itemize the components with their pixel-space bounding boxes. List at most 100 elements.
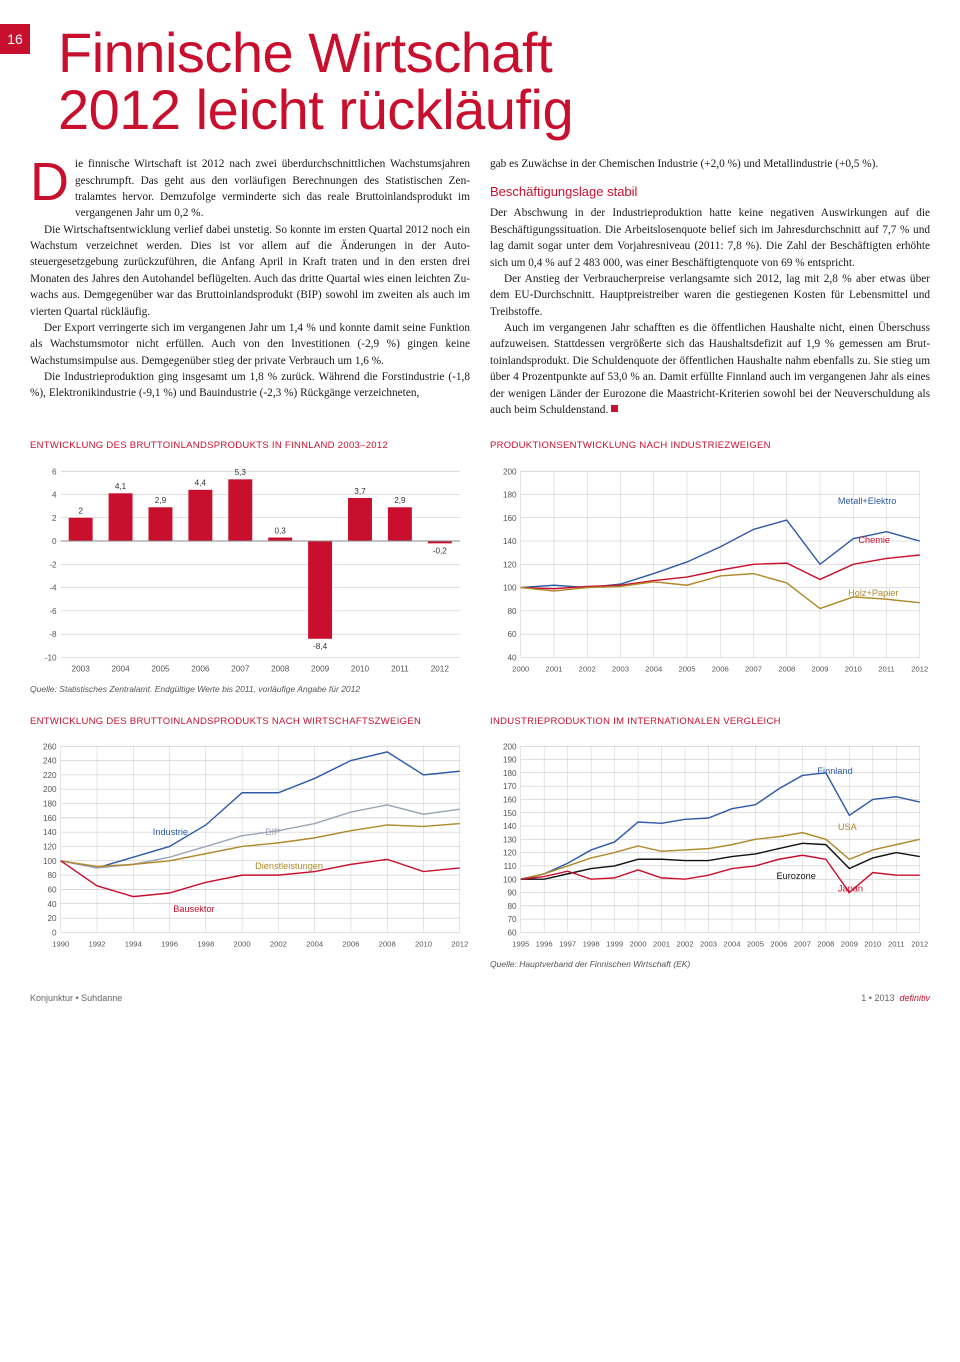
- svg-text:160: 160: [503, 513, 517, 522]
- paragraph: Die Industrieproduktion ging insgesamt u…: [30, 369, 470, 402]
- svg-text:100: 100: [503, 583, 517, 592]
- svg-text:20: 20: [48, 914, 58, 923]
- svg-text:180: 180: [503, 769, 517, 778]
- svg-text:0,3: 0,3: [274, 526, 286, 535]
- svg-text:2012: 2012: [911, 940, 928, 949]
- p1-text: ie finnische Wirtschaft ist 2012 nach zw…: [75, 158, 470, 219]
- paragraph: Die finnische Wirtschaft ist 2012 nach z…: [30, 156, 470, 222]
- svg-text:2009: 2009: [311, 664, 330, 673]
- svg-text:Industrie: Industrie: [153, 827, 188, 837]
- svg-text:70: 70: [508, 915, 518, 924]
- svg-text:180: 180: [503, 490, 517, 499]
- svg-text:2000: 2000: [234, 940, 251, 949]
- svg-text:180: 180: [43, 799, 57, 808]
- svg-text:2006: 2006: [770, 940, 787, 949]
- svg-text:-8,4: -8,4: [313, 642, 328, 651]
- svg-text:2010: 2010: [845, 664, 862, 673]
- chart2-title: PRODUKTIONSENTWICKLUNG NACH INDUSTRIEZWE…: [490, 440, 930, 452]
- svg-text:-10: -10: [45, 653, 57, 662]
- svg-text:40: 40: [508, 653, 518, 662]
- svg-text:2011: 2011: [888, 940, 904, 949]
- svg-text:2003: 2003: [72, 664, 91, 673]
- svg-text:2011: 2011: [391, 664, 409, 673]
- svg-text:60: 60: [508, 630, 518, 639]
- charts-row-1: ENTWICKLUNG DES BRUTTOINLANDSPRODUKTS IN…: [30, 440, 930, 693]
- svg-text:Japan: Japan: [838, 883, 863, 893]
- p-text: Auch im vergangenen Jahr schafften es di…: [490, 322, 930, 416]
- svg-text:130: 130: [503, 835, 517, 844]
- svg-text:2003: 2003: [612, 664, 629, 673]
- svg-text:190: 190: [503, 755, 517, 764]
- paragraph: Die Wirtschaftsentwicklung verlief dabei…: [30, 222, 470, 320]
- svg-text:2008: 2008: [271, 664, 290, 673]
- svg-text:2010: 2010: [351, 664, 370, 673]
- dropcap: D: [30, 160, 69, 206]
- svg-text:2012: 2012: [431, 664, 450, 673]
- svg-text:2011: 2011: [878, 664, 894, 673]
- svg-text:2004: 2004: [111, 664, 130, 673]
- svg-text:4,4: 4,4: [195, 478, 207, 487]
- svg-text:Eurozone: Eurozone: [777, 871, 816, 881]
- chart2-container: PRODUKTIONSENTWICKLUNG NACH INDUSTRIEZWE…: [490, 440, 930, 693]
- svg-text:110: 110: [504, 862, 517, 871]
- paragraph: Der Abschwung in der Industrieproduktion…: [490, 205, 930, 271]
- svg-text:2008: 2008: [379, 940, 396, 949]
- svg-text:2003: 2003: [700, 940, 717, 949]
- svg-text:40: 40: [48, 900, 58, 909]
- title-line2: 2012 leicht rückläufig: [58, 78, 573, 141]
- chart2-svg: 4060801001201401601802002000200120022003…: [490, 463, 930, 678]
- svg-text:100: 100: [503, 875, 517, 884]
- svg-text:200: 200: [503, 467, 517, 476]
- svg-text:2001: 2001: [545, 664, 562, 673]
- svg-text:60: 60: [48, 885, 58, 894]
- subheading: Beschäftigungslage stabil: [490, 183, 930, 202]
- svg-text:6: 6: [52, 467, 57, 476]
- svg-text:140: 140: [503, 537, 517, 546]
- svg-text:USA: USA: [838, 822, 858, 832]
- svg-text:220: 220: [43, 771, 57, 780]
- svg-text:2002: 2002: [270, 940, 287, 949]
- svg-text:1990: 1990: [52, 940, 69, 949]
- footer-left: Konjunktur • Suhdanne: [30, 993, 122, 1003]
- svg-text:2001: 2001: [653, 940, 670, 949]
- svg-text:-2: -2: [49, 560, 57, 569]
- footer-magazine: definitiv: [899, 993, 930, 1003]
- svg-text:4,1: 4,1: [115, 482, 127, 491]
- column-left: Die finnische Wirtschaft ist 2012 nach z…: [30, 156, 470, 418]
- svg-text:1999: 1999: [606, 940, 623, 949]
- svg-text:1996: 1996: [161, 940, 178, 949]
- svg-text:2007: 2007: [794, 940, 811, 949]
- chart1-svg: -10-8-6-4-20246220034,120042,920054,4200…: [30, 463, 470, 678]
- svg-text:240: 240: [43, 756, 57, 765]
- svg-text:2004: 2004: [645, 664, 663, 673]
- svg-text:120: 120: [503, 849, 517, 858]
- svg-text:4: 4: [52, 490, 57, 499]
- svg-text:2007: 2007: [231, 664, 250, 673]
- column-right: gab es Zuwächse in der Chemischen Indust…: [490, 156, 930, 418]
- svg-text:150: 150: [503, 809, 517, 818]
- svg-text:1998: 1998: [197, 940, 214, 949]
- svg-text:120: 120: [503, 560, 517, 569]
- paragraph: Auch im vergangenen Jahr schafften es di…: [490, 320, 930, 418]
- page-footer: Konjunktur • Suhdanne 1 • 2013 definitiv: [30, 993, 930, 1003]
- svg-text:2004: 2004: [723, 940, 741, 949]
- svg-text:2008: 2008: [817, 940, 834, 949]
- svg-text:140: 140: [43, 828, 57, 837]
- svg-text:2000: 2000: [512, 664, 529, 673]
- svg-text:80: 80: [508, 607, 518, 616]
- svg-text:2012: 2012: [911, 664, 928, 673]
- svg-text:2: 2: [52, 513, 57, 522]
- svg-text:1994: 1994: [125, 940, 143, 949]
- footer-issue: 1 • 2013: [861, 993, 894, 1003]
- svg-text:1992: 1992: [88, 940, 105, 949]
- paragraph: Der Export verringerte sich im vergangen…: [30, 320, 470, 369]
- svg-text:1995: 1995: [512, 940, 529, 949]
- svg-text:200: 200: [503, 742, 517, 751]
- svg-text:Holz+Papier: Holz+Papier: [848, 588, 898, 598]
- svg-text:140: 140: [503, 822, 517, 831]
- svg-text:2005: 2005: [747, 940, 764, 949]
- title-line1: Finnische Wirtschaft: [58, 21, 552, 84]
- svg-text:3,7: 3,7: [354, 487, 366, 496]
- body-columns: Die finnische Wirtschaft ist 2012 nach z…: [30, 156, 930, 418]
- chart1-source: Quelle: Statistisches Zentralamt. Endgül…: [30, 684, 470, 694]
